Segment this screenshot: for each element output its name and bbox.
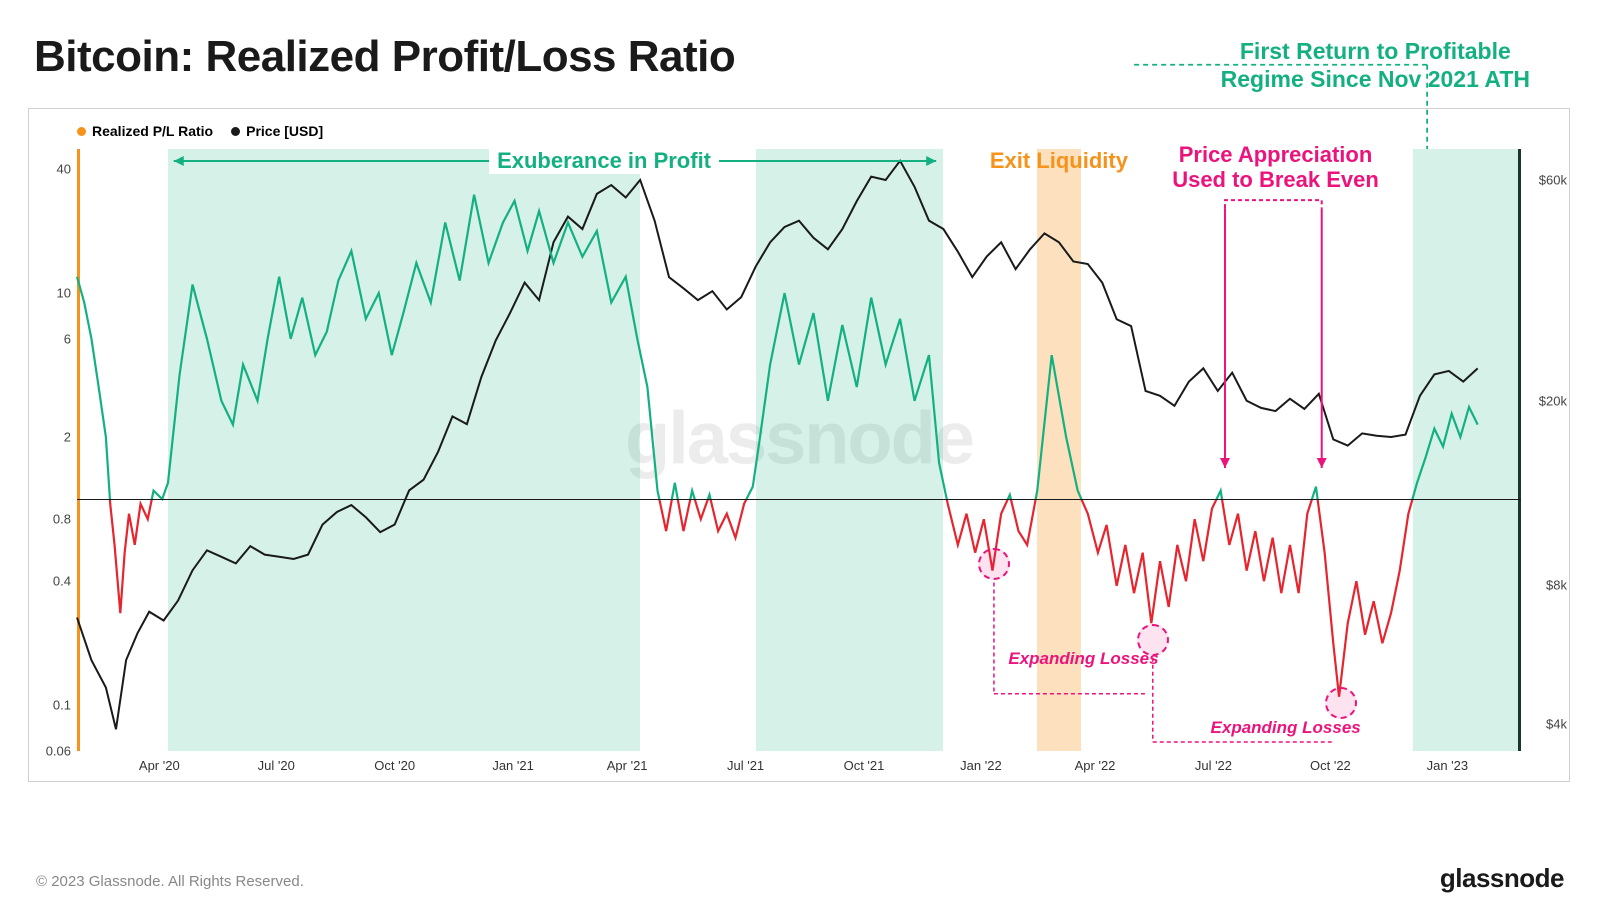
ytick-right: $20k: [1539, 393, 1567, 408]
xtick: Jan '23: [1427, 758, 1469, 773]
xtick: Jul '22: [1195, 758, 1232, 773]
loss-circle: [1325, 687, 1357, 719]
xtick: Apr '22: [1075, 758, 1116, 773]
ytick-right: $60k: [1539, 172, 1567, 187]
ytick-left: 0.1: [37, 698, 71, 713]
footer-copyright: © 2023 Glassnode. All Rights Reserved.: [36, 873, 304, 890]
loss-circle: [1137, 624, 1169, 656]
ytick-left: 0.8: [37, 512, 71, 527]
breakeven-label: Price AppreciationUsed to Break Even: [1172, 142, 1379, 193]
legend-dot-ratio: [77, 127, 86, 136]
xtick: Jul '20: [258, 758, 295, 773]
exuberance-label: Exuberance in Profit: [489, 148, 719, 174]
loss-label: Expanding Losses: [1008, 649, 1158, 669]
legend-dot-price: [231, 127, 240, 136]
loss-label: Expanding Losses: [1211, 718, 1361, 738]
legend-item-ratio: Realized P/L Ratio: [77, 123, 213, 139]
chart-container: Realized P/L Ratio Price [USD] glassnode…: [28, 108, 1570, 782]
top-annotation: First Return to Profitable Regime Since …: [1221, 38, 1530, 93]
top-annotation-line1: First Return to Profitable: [1221, 38, 1530, 66]
legend-item-price: Price [USD]: [231, 123, 323, 139]
plot-area: glassnode 4010620.80.40.10.06$60k$20k$8k…: [77, 149, 1521, 751]
ytick-left: 2: [37, 430, 71, 445]
legend: Realized P/L Ratio Price [USD]: [77, 123, 323, 139]
chart-title: Bitcoin: Realized Profit/Loss Ratio: [34, 32, 735, 82]
ytick-left: 0.06: [37, 744, 71, 759]
ytick-left: 10: [37, 286, 71, 301]
xtick: Oct '20: [374, 758, 415, 773]
ytick-left: 6: [37, 331, 71, 346]
exit-liquidity-label: Exit Liquidity: [990, 148, 1128, 174]
xtick: Apr '20: [139, 758, 180, 773]
xtick: Jan '21: [492, 758, 534, 773]
xtick: Apr '21: [607, 758, 648, 773]
ytick-left: 40: [37, 161, 71, 176]
xtick: Jan '22: [960, 758, 1002, 773]
chart-svg: [77, 149, 1521, 751]
top-annotation-line2: Regime Since Nov 2021 ATH: [1221, 66, 1530, 94]
threshold-line: [77, 499, 1521, 500]
footer-brand: glassnode: [1440, 863, 1564, 894]
xtick: Oct '21: [844, 758, 885, 773]
ytick-right: $8k: [1546, 577, 1567, 592]
legend-label-price: Price [USD]: [246, 123, 323, 139]
legend-label-ratio: Realized P/L Ratio: [92, 123, 213, 139]
ytick-left: 0.4: [37, 574, 71, 589]
xtick: Jul '21: [727, 758, 764, 773]
ytick-right: $4k: [1546, 717, 1567, 732]
xtick: Oct '22: [1310, 758, 1351, 773]
